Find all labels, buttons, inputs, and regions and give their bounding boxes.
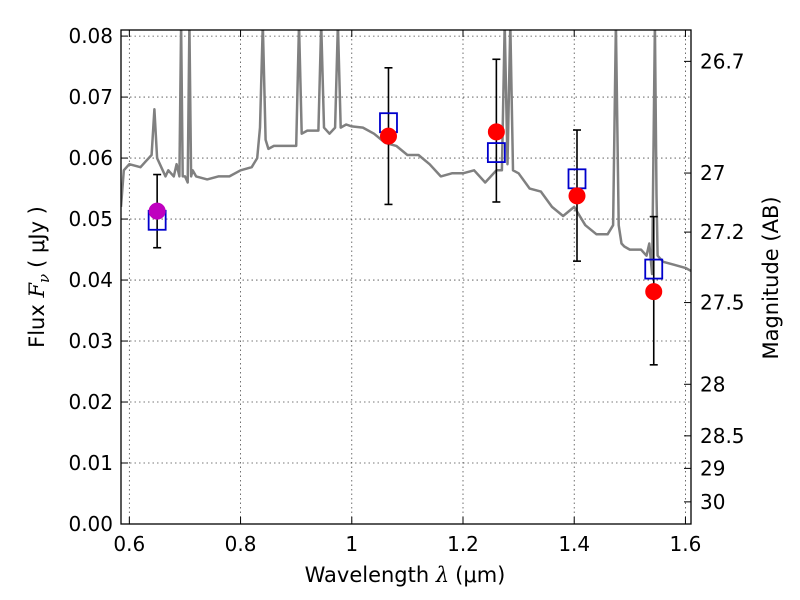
model-band-markers <box>147 112 664 280</box>
y2-tick-label: 30 <box>700 490 725 514</box>
y2-tick-label: 29 <box>700 456 725 480</box>
y-tick-label: 0.06 <box>68 146 113 170</box>
x-tick-label: 1 <box>345 532 358 556</box>
y-tick-label: 0.03 <box>68 329 113 353</box>
grid-lines <box>121 30 691 525</box>
observed-point <box>568 187 586 205</box>
y-tick-label: 0.04 <box>68 268 113 292</box>
observed-points <box>148 123 663 301</box>
y2-tick-label: 27.2 <box>700 220 745 244</box>
y-tick-label: 0.00 <box>68 512 113 536</box>
y-axis-label-unit: ( μJy ) <box>25 206 49 268</box>
y-tick-label: 0.02 <box>68 390 113 414</box>
y-tick-label: 0.01 <box>68 451 113 475</box>
y-axis-label-subscript: ν <box>35 274 53 283</box>
x-tick-label: 1.2 <box>447 532 479 556</box>
y-axis-label: Flux Fν ( μJy ) <box>25 206 53 348</box>
x-tick-label: 0.8 <box>225 532 257 556</box>
y2-tick-label: 28.5 <box>700 424 745 448</box>
x-tick-label: 1.4 <box>558 532 590 556</box>
observed-point <box>379 127 397 145</box>
observed-point <box>645 283 663 301</box>
right-axis-label: Magnitude (AB) <box>759 196 783 359</box>
plot-frame <box>120 29 692 525</box>
x-axis-label-symbol: λ <box>435 563 449 587</box>
observed-point <box>148 202 166 220</box>
y-tick-label: 0.08 <box>68 24 113 48</box>
error-bars <box>153 58 658 366</box>
model-spectrum-line <box>121 30 691 276</box>
y-tick-label: 0.07 <box>68 85 113 109</box>
x-axis-label: Wavelength λ (μm) <box>305 563 506 587</box>
observed-point <box>487 123 505 141</box>
tick-labels: 0.6 0.8 1 1.2 1.4 1.6 0.00 0.01 0.02 0.03 0.04 0.05… <box>68 24 744 556</box>
model-band-square <box>486 142 506 163</box>
x-tick-label: 0.6 <box>113 532 145 556</box>
axes-frame <box>120 29 692 525</box>
x-tick-label: 1.6 <box>670 532 702 556</box>
x-axis-label-unit: (μm) <box>455 563 505 587</box>
x-axis-label-prefix: Wavelength <box>305 563 436 587</box>
y2-tick-label: 27 <box>700 161 725 185</box>
y-axis-label-symbol: F <box>25 282 49 299</box>
y2-tick-label: 27.5 <box>700 291 745 315</box>
model-band-square <box>644 258 664 280</box>
y-tick-label: 0.05 <box>68 207 113 231</box>
y-axis-label-prefix: Flux <box>25 298 49 348</box>
model-spectrum <box>121 30 691 276</box>
y2-tick-label: 26.7 <box>700 49 745 73</box>
y2-tick-label: 28 <box>700 372 725 396</box>
